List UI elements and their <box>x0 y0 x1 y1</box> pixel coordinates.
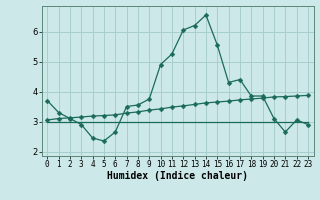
X-axis label: Humidex (Indice chaleur): Humidex (Indice chaleur) <box>107 171 248 181</box>
